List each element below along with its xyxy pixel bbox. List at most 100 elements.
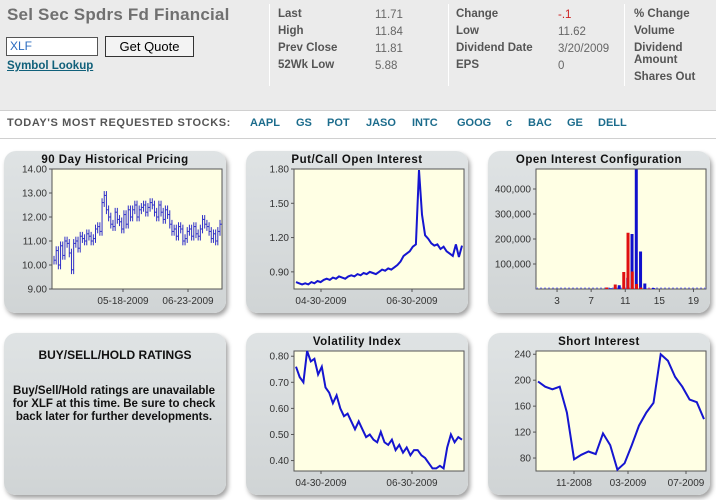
x-tick-label: 3 bbox=[554, 296, 560, 307]
y-tick-label: 0.80 bbox=[270, 352, 290, 363]
series-line bbox=[295, 170, 463, 286]
y-tick-label: 400,000 bbox=[495, 185, 532, 196]
ticker-link-jaso[interactable]: JASO bbox=[366, 117, 396, 129]
divider bbox=[624, 4, 625, 86]
ticker-link-ge[interactable]: GE bbox=[567, 117, 583, 129]
x-tick-label: 06-30-2009 bbox=[386, 478, 438, 489]
x-tick-label: 07-2009 bbox=[668, 478, 705, 489]
ticker-link-aapl[interactable]: AAPL bbox=[250, 117, 280, 129]
call-bar bbox=[634, 169, 638, 289]
y-tick-label: 9.00 bbox=[28, 285, 48, 296]
y-tick-label: 200 bbox=[514, 376, 531, 387]
divider bbox=[448, 4, 449, 86]
y-tick-label: 12.00 bbox=[22, 213, 47, 224]
x-tick-label: 7 bbox=[588, 296, 594, 307]
ticker-link-dell[interactable]: DELL bbox=[598, 117, 627, 129]
y-tick-label: 0.50 bbox=[270, 430, 290, 441]
symbol-input[interactable]: XLF bbox=[6, 37, 98, 56]
x-tick-label: 11-2008 bbox=[556, 478, 592, 489]
x-tick-label: 06-23-2009 bbox=[162, 296, 214, 307]
put-bar bbox=[605, 287, 609, 289]
y-tick-label: 200,000 bbox=[495, 235, 532, 246]
put-call-chart: 1.80 1.50 1.20 0.90 04-30-2009 06-30-2009 bbox=[270, 165, 465, 307]
divider bbox=[269, 4, 270, 86]
ratings-message: Buy/Sell/Hold ratings are unavailable fo… bbox=[12, 385, 216, 423]
put-bar bbox=[647, 288, 651, 289]
ticker-link-gs[interactable]: GS bbox=[296, 117, 312, 129]
ticker-link-c[interactable]: c bbox=[506, 117, 513, 129]
quote-value-dividend-date: 3/20/2009 bbox=[558, 43, 610, 55]
chart-title: Volatility Index bbox=[312, 336, 402, 348]
volatility-panel: Volatility Index 0.80 0.70 0.60 0.50 0.40 04-… bbox=[246, 333, 468, 495]
quote-label-pct-change: % Change bbox=[634, 8, 690, 20]
x-tick-label: 06-30-2009 bbox=[386, 296, 438, 307]
y-tick-label: 100,000 bbox=[495, 260, 532, 271]
y-tick-label: 0.90 bbox=[270, 267, 290, 278]
y-tick-label: 160 bbox=[514, 402, 531, 413]
put-bar bbox=[626, 232, 630, 289]
short-interest-panel: Short Interest 240 200 160 120 80 11-2008 03-2… bbox=[488, 333, 710, 495]
chart-title: Open Interest Configuration bbox=[515, 154, 683, 166]
quote-label-volume: Volume bbox=[634, 25, 675, 37]
quote-label-high: High bbox=[278, 25, 304, 37]
quote-label-52wk-low: 52Wk Low bbox=[278, 59, 335, 71]
ticker-link-goog[interactable]: GOOG bbox=[457, 117, 492, 129]
y-tick-label: 1.80 bbox=[270, 165, 290, 176]
y-tick-label: 0.60 bbox=[270, 404, 290, 415]
open-interest-panel: Open Interest Configuration 400,000 300,0… bbox=[488, 151, 710, 313]
short-interest-chart: 240 200 160 120 80 11-2008 03-2009 07-2009 bbox=[514, 350, 707, 489]
symbol-lookup-link[interactable]: Symbol Lookup bbox=[7, 60, 94, 72]
series-line bbox=[537, 352, 705, 472]
quote-label-eps: EPS bbox=[456, 59, 480, 71]
quote-value-last: 11.71 bbox=[375, 9, 403, 21]
x-tick-label: 15 bbox=[654, 296, 666, 307]
call-bar bbox=[643, 283, 647, 289]
quote-value-eps: 0 bbox=[558, 60, 565, 72]
y-tick-label: 0.40 bbox=[270, 456, 290, 467]
call-bar bbox=[609, 288, 613, 289]
call-bar bbox=[630, 234, 634, 289]
ticker-link-bac[interactable]: BAC bbox=[528, 117, 552, 129]
quote-label-prev-close: Prev Close bbox=[278, 42, 338, 54]
y-tick-label: 10.00 bbox=[22, 261, 47, 272]
series-line bbox=[295, 350, 463, 471]
chart-title: Short Interest bbox=[558, 336, 640, 348]
y-tick-label: 1.50 bbox=[270, 199, 290, 210]
plot-area bbox=[51, 168, 223, 290]
ticker-link-intc[interactable]: INTC bbox=[412, 117, 438, 129]
get-quote-button[interactable]: Get Quote bbox=[105, 36, 194, 57]
quote-label-shares-out: Shares Out bbox=[634, 71, 696, 83]
ticker-link-pot[interactable]: POT bbox=[327, 117, 350, 129]
x-tick-label: 19 bbox=[688, 296, 700, 307]
plot-area bbox=[293, 350, 465, 472]
ratings-title: BUY/SELL/HOLD RATINGS bbox=[38, 348, 192, 362]
put-bar bbox=[630, 271, 634, 289]
y-tick-label: 0.70 bbox=[270, 378, 290, 389]
put-bar bbox=[639, 287, 643, 289]
put-bar bbox=[613, 284, 617, 289]
put-call-panel: Put/Call Open Interest 1.80 1.50 1.20 0.90 0… bbox=[246, 151, 468, 313]
quote-label-low: Low bbox=[456, 25, 479, 37]
x-tick-label: 03-2009 bbox=[610, 478, 647, 489]
x-tick-label: 04-30-2009 bbox=[295, 478, 347, 489]
y-tick-label: 13.00 bbox=[22, 189, 47, 200]
volatility-chart: 0.80 0.70 0.60 0.50 0.40 04-30-2009 06-30-2009 bbox=[270, 350, 465, 489]
historical-pricing-panel: 90 Day Historical Pricing 14.00 13.00 12.0… bbox=[4, 151, 226, 313]
plot-area bbox=[535, 168, 707, 290]
divider bbox=[0, 110, 716, 111]
historical-pricing-chart: 14.00 13.00 12.00 11.00 10.00 9.00 05-18-2009 0… bbox=[22, 165, 223, 307]
put-bar bbox=[635, 284, 639, 289]
quote-value-low: 11.62 bbox=[558, 26, 586, 38]
plot-area bbox=[293, 168, 465, 290]
quote-label-dividend-amount: Dividend Amount bbox=[634, 42, 683, 66]
most-requested-label: TODAY'S MOST REQUESTED STOCKS: bbox=[7, 117, 231, 129]
put-bar bbox=[622, 272, 626, 289]
call-bar bbox=[651, 288, 655, 289]
ratings-panel: BUY/SELL/HOLD RATINGS Buy/Sell/Hold rati… bbox=[4, 333, 226, 495]
quote-label-dividend-date: Dividend Date bbox=[456, 42, 533, 54]
call-bar bbox=[639, 251, 643, 289]
quote-value-prev-close: 11.81 bbox=[375, 43, 403, 55]
y-tick-label: 1.20 bbox=[270, 233, 290, 244]
chart-title: 90 Day Historical Pricing bbox=[41, 154, 189, 166]
y-tick-label: 80 bbox=[520, 454, 532, 465]
